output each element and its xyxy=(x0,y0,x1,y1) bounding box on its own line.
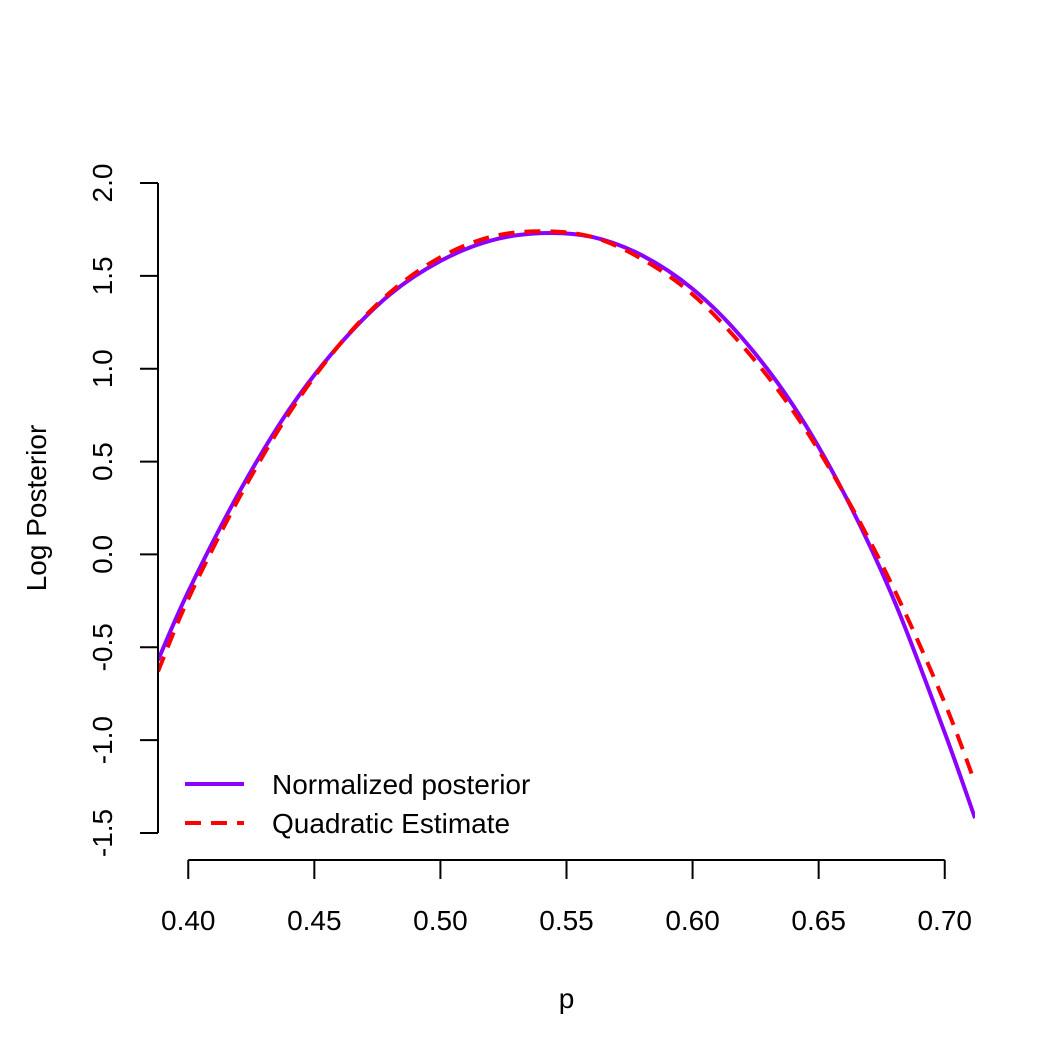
y-tick-label: 0.5 xyxy=(87,442,118,481)
plot-area xyxy=(158,229,975,819)
y-axis: -1.5 -1.0 -0.5 0.0 0.5 1.0 1.5 2.0 xyxy=(87,164,159,857)
y-axis-title: Log Posterior xyxy=(21,425,52,592)
y-tick-label: 2.0 xyxy=(87,164,118,203)
y-tick-label: -0.5 xyxy=(87,623,118,671)
x-tick-label: 0.70 xyxy=(917,905,972,936)
x-tick-label: 0.60 xyxy=(665,905,720,936)
x-tick-label: 0.40 xyxy=(161,905,216,936)
y-tick-label: 1.5 xyxy=(87,256,118,295)
x-axis: 0.40 0.45 0.50 0.55 0.60 0.65 0.70 xyxy=(161,859,972,936)
x-tick-label: 0.55 xyxy=(539,905,594,936)
y-tick-label: -1.0 xyxy=(87,716,118,764)
series-line-quadratic-estimate xyxy=(158,229,975,784)
x-tick-label: 0.65 xyxy=(791,905,846,936)
x-tick-label: 0.50 xyxy=(413,905,468,936)
legend: Normalized posterior Quadratic Estimate xyxy=(185,769,530,839)
legend-label-quadratic-estimate: Quadratic Estimate xyxy=(272,808,510,839)
x-tick-label: 0.45 xyxy=(287,905,342,936)
x-axis-title: p xyxy=(559,983,575,1014)
series-line-normalized-posterior xyxy=(158,230,975,819)
y-tick-label: 0.0 xyxy=(87,535,118,574)
legend-label-normalized-posterior: Normalized posterior xyxy=(272,769,530,800)
y-tick-label: -1.5 xyxy=(87,809,118,857)
y-tick-label: 1.0 xyxy=(87,349,118,388)
